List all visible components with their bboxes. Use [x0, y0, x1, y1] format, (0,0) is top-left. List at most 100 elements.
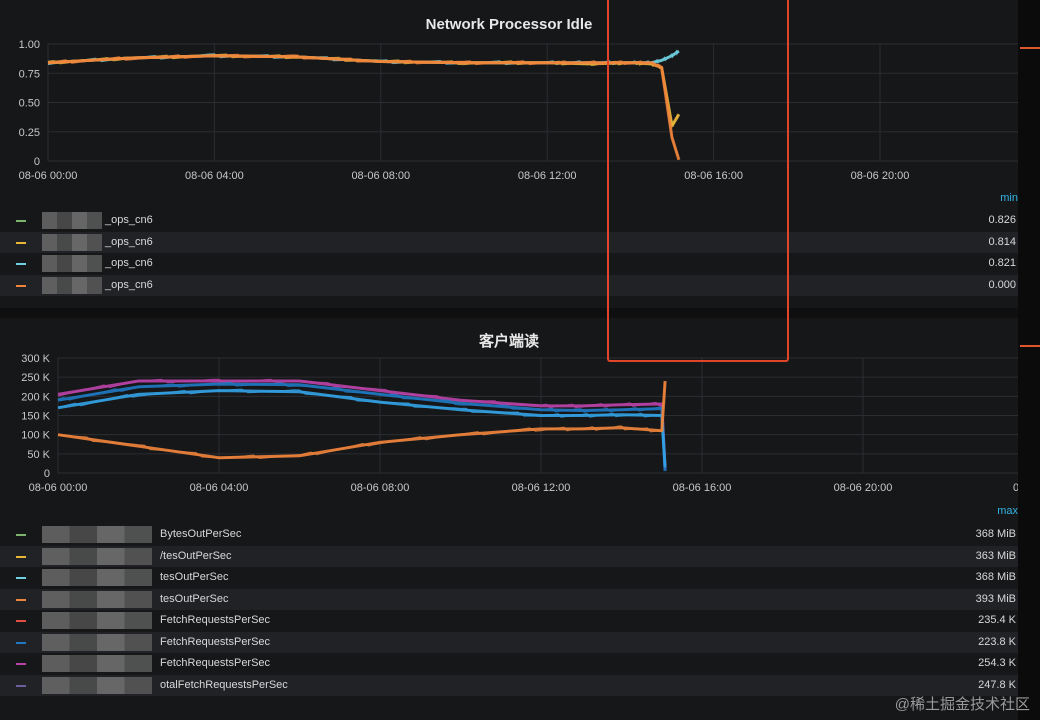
x-tick-label: 08-0	[1013, 482, 1018, 494]
legend-series-value: 368 MiB	[975, 528, 1016, 540]
x-tick-label: 08-06 00:00	[19, 170, 78, 182]
legend-row[interactable]: BytesOutPerSec 368 MiB	[0, 524, 1018, 545]
chart-client-read[interactable]: 300 K 250 K 200 K 150 K 100 K 50 K 0 08-06 00:0…	[0, 348, 1018, 538]
series-noise	[47, 53, 679, 157]
chart-network-processor-idle[interactable]: 1.00 0.75 0.50 0.25 0 08-06 00:00 08-06 04:00 0…	[0, 30, 1018, 220]
series-line	[57, 389, 667, 468]
redacted-block	[42, 212, 102, 229]
legend-swatch	[16, 534, 26, 536]
legend-series-name[interactable]: FetchRequestsPerSec	[160, 635, 271, 648]
legend-series-name[interactable]: /tesOutPerSec	[160, 549, 232, 562]
y-tick-label: 250 K	[21, 372, 50, 384]
legend-swatch	[16, 641, 26, 644]
y-tick-label: 100 K	[21, 430, 50, 442]
y-tick-label: 0.50	[19, 98, 40, 110]
right-panel-marker	[1020, 47, 1040, 49]
legend-series-name[interactable]: _ops_cn6	[105, 278, 153, 291]
legend-row[interactable]: FetchRequestsPerSec 254.3 K	[0, 653, 1018, 674]
x-tick-label: 08-06 04:00	[190, 482, 249, 494]
redacted-block	[42, 590, 152, 608]
legend-row[interactable]: tesOutPerSec 368 MiB	[0, 567, 1018, 588]
legend-series-name[interactable]: _ops_cn6	[105, 214, 153, 226]
legend-series-value: 223.8 K	[978, 635, 1016, 648]
series-line	[47, 54, 681, 128]
legend-row[interactable]: tesOutPerSec 393 MiB	[0, 588, 1018, 610]
x-tick-label: 08-06 04:00	[185, 170, 244, 182]
redacted-block	[42, 569, 152, 586]
legend-series-name[interactable]: tesOutPerSec	[160, 592, 229, 605]
series-noise	[57, 381, 666, 468]
x-tick-label: 08-06 08:00	[351, 170, 410, 182]
y-tick-label: 0.75	[19, 68, 40, 80]
y-tick-label: 50 K	[27, 449, 50, 461]
y-tick-label: 200 K	[21, 391, 50, 403]
legend-series-value: 0.000	[988, 278, 1016, 291]
legend-series-value: 247.8 K	[978, 678, 1016, 691]
redacted-block	[42, 655, 152, 672]
y-tick-label: 1.00	[19, 39, 40, 51]
legend-series-value: 0.821	[988, 257, 1016, 269]
legend-series-name[interactable]: _ops_cn6	[105, 257, 153, 269]
legend-swatch	[16, 684, 26, 687]
series-noise	[57, 378, 666, 465]
redacted-block	[42, 612, 152, 629]
redacted-block	[42, 255, 102, 272]
series-line	[47, 54, 681, 161]
right-panel-strip	[1018, 0, 1040, 720]
legend-swatch	[16, 577, 26, 579]
panel-title[interactable]: 客户端读	[478, 333, 539, 350]
watermark: @稀土掘金技术社区	[894, 696, 1030, 713]
legend-series-value: 254.3 K	[978, 657, 1016, 669]
redacted-block	[42, 547, 152, 565]
legend-series-name[interactable]: FetchRequestsPerSec	[160, 657, 271, 669]
legend-header-max[interactable]: max	[997, 505, 1018, 517]
legend-series-value: 235.4 K	[978, 614, 1016, 626]
legend-series-name[interactable]: FetchRequestsPerSec	[160, 614, 271, 626]
legend-swatch	[16, 663, 26, 665]
legend-series-name[interactable]: _ops_cn6	[105, 235, 153, 248]
legend-swatch	[16, 263, 26, 265]
legend-row[interactable]: _ops_cn6 0.821	[0, 253, 1018, 274]
redacted-block	[42, 276, 102, 294]
x-tick-label: 08-06 12:00	[512, 482, 571, 494]
legend-row[interactable]: FetchRequestsPerSec 235.4 K	[0, 610, 1018, 631]
legend-row[interactable]: _ops_cn6 0.814	[0, 231, 1018, 253]
legend-series-name[interactable]: otalFetchRequestsPerSec	[160, 678, 288, 691]
legend-header-min[interactable]: min	[1000, 192, 1018, 204]
x-tick-label: 08-06 16:00	[673, 482, 732, 494]
series-noise	[57, 388, 666, 466]
x-tick-label: 08-06 20:00	[851, 170, 910, 182]
y-tick-label: 300 K	[21, 353, 50, 365]
x-tick-label: 08-06 20:00	[834, 482, 893, 494]
y-tick-label: 0.25	[19, 127, 40, 139]
legend-series-name[interactable]: BytesOutPerSec	[160, 528, 242, 540]
legend-row[interactable]: _ops_cn6 0.826	[0, 210, 1018, 231]
redacted-block	[42, 233, 102, 251]
legend-series-value: 368 MiB	[975, 571, 1016, 583]
legend-row[interactable]: otalFetchRequestsPerSec 247.8 K	[0, 674, 1018, 696]
legend-swatch	[16, 555, 26, 558]
right-panel-marker	[1020, 345, 1040, 347]
legend-swatch	[16, 220, 26, 222]
panel-network-processor-idle: Network Processor Idle 1.00 0.75 0.50 0.25 0…	[0, 0, 1018, 308]
legend-series-value: 0.826	[988, 214, 1016, 226]
legend-row[interactable]: FetchRequestsPerSec 223.8 K	[0, 631, 1018, 653]
legend-row[interactable]: _ops_cn6 0.000	[0, 274, 1018, 296]
y-tick-label: 0	[34, 156, 40, 168]
legend-series-name[interactable]: tesOutPerSec	[160, 571, 229, 583]
x-tick-label: 08-06 16:00	[684, 170, 743, 182]
legend-swatch	[16, 620, 26, 622]
y-tick-label: 0	[44, 468, 50, 480]
x-tick-label: 08-06 08:00	[351, 482, 410, 494]
x-tick-label: 08-06 12:00	[518, 170, 577, 182]
legend-swatch	[16, 241, 26, 244]
legend-swatch	[16, 598, 26, 601]
x-tick-label: 08-06 00:00	[29, 482, 88, 494]
legend-row[interactable]: /tesOutPerSec 363 MiB	[0, 545, 1018, 567]
panel-title[interactable]: Network Processor Idle	[425, 16, 593, 33]
redacted-block	[42, 633, 152, 651]
legend-swatch	[16, 284, 26, 287]
y-tick-label: 150 K	[21, 411, 50, 423]
legend-series-value: 393 MiB	[975, 592, 1016, 605]
panel-client-read: 客户端读 300 K 250 K 200 K 150 K 100 K 50 K 0 08-06…	[0, 318, 1018, 720]
